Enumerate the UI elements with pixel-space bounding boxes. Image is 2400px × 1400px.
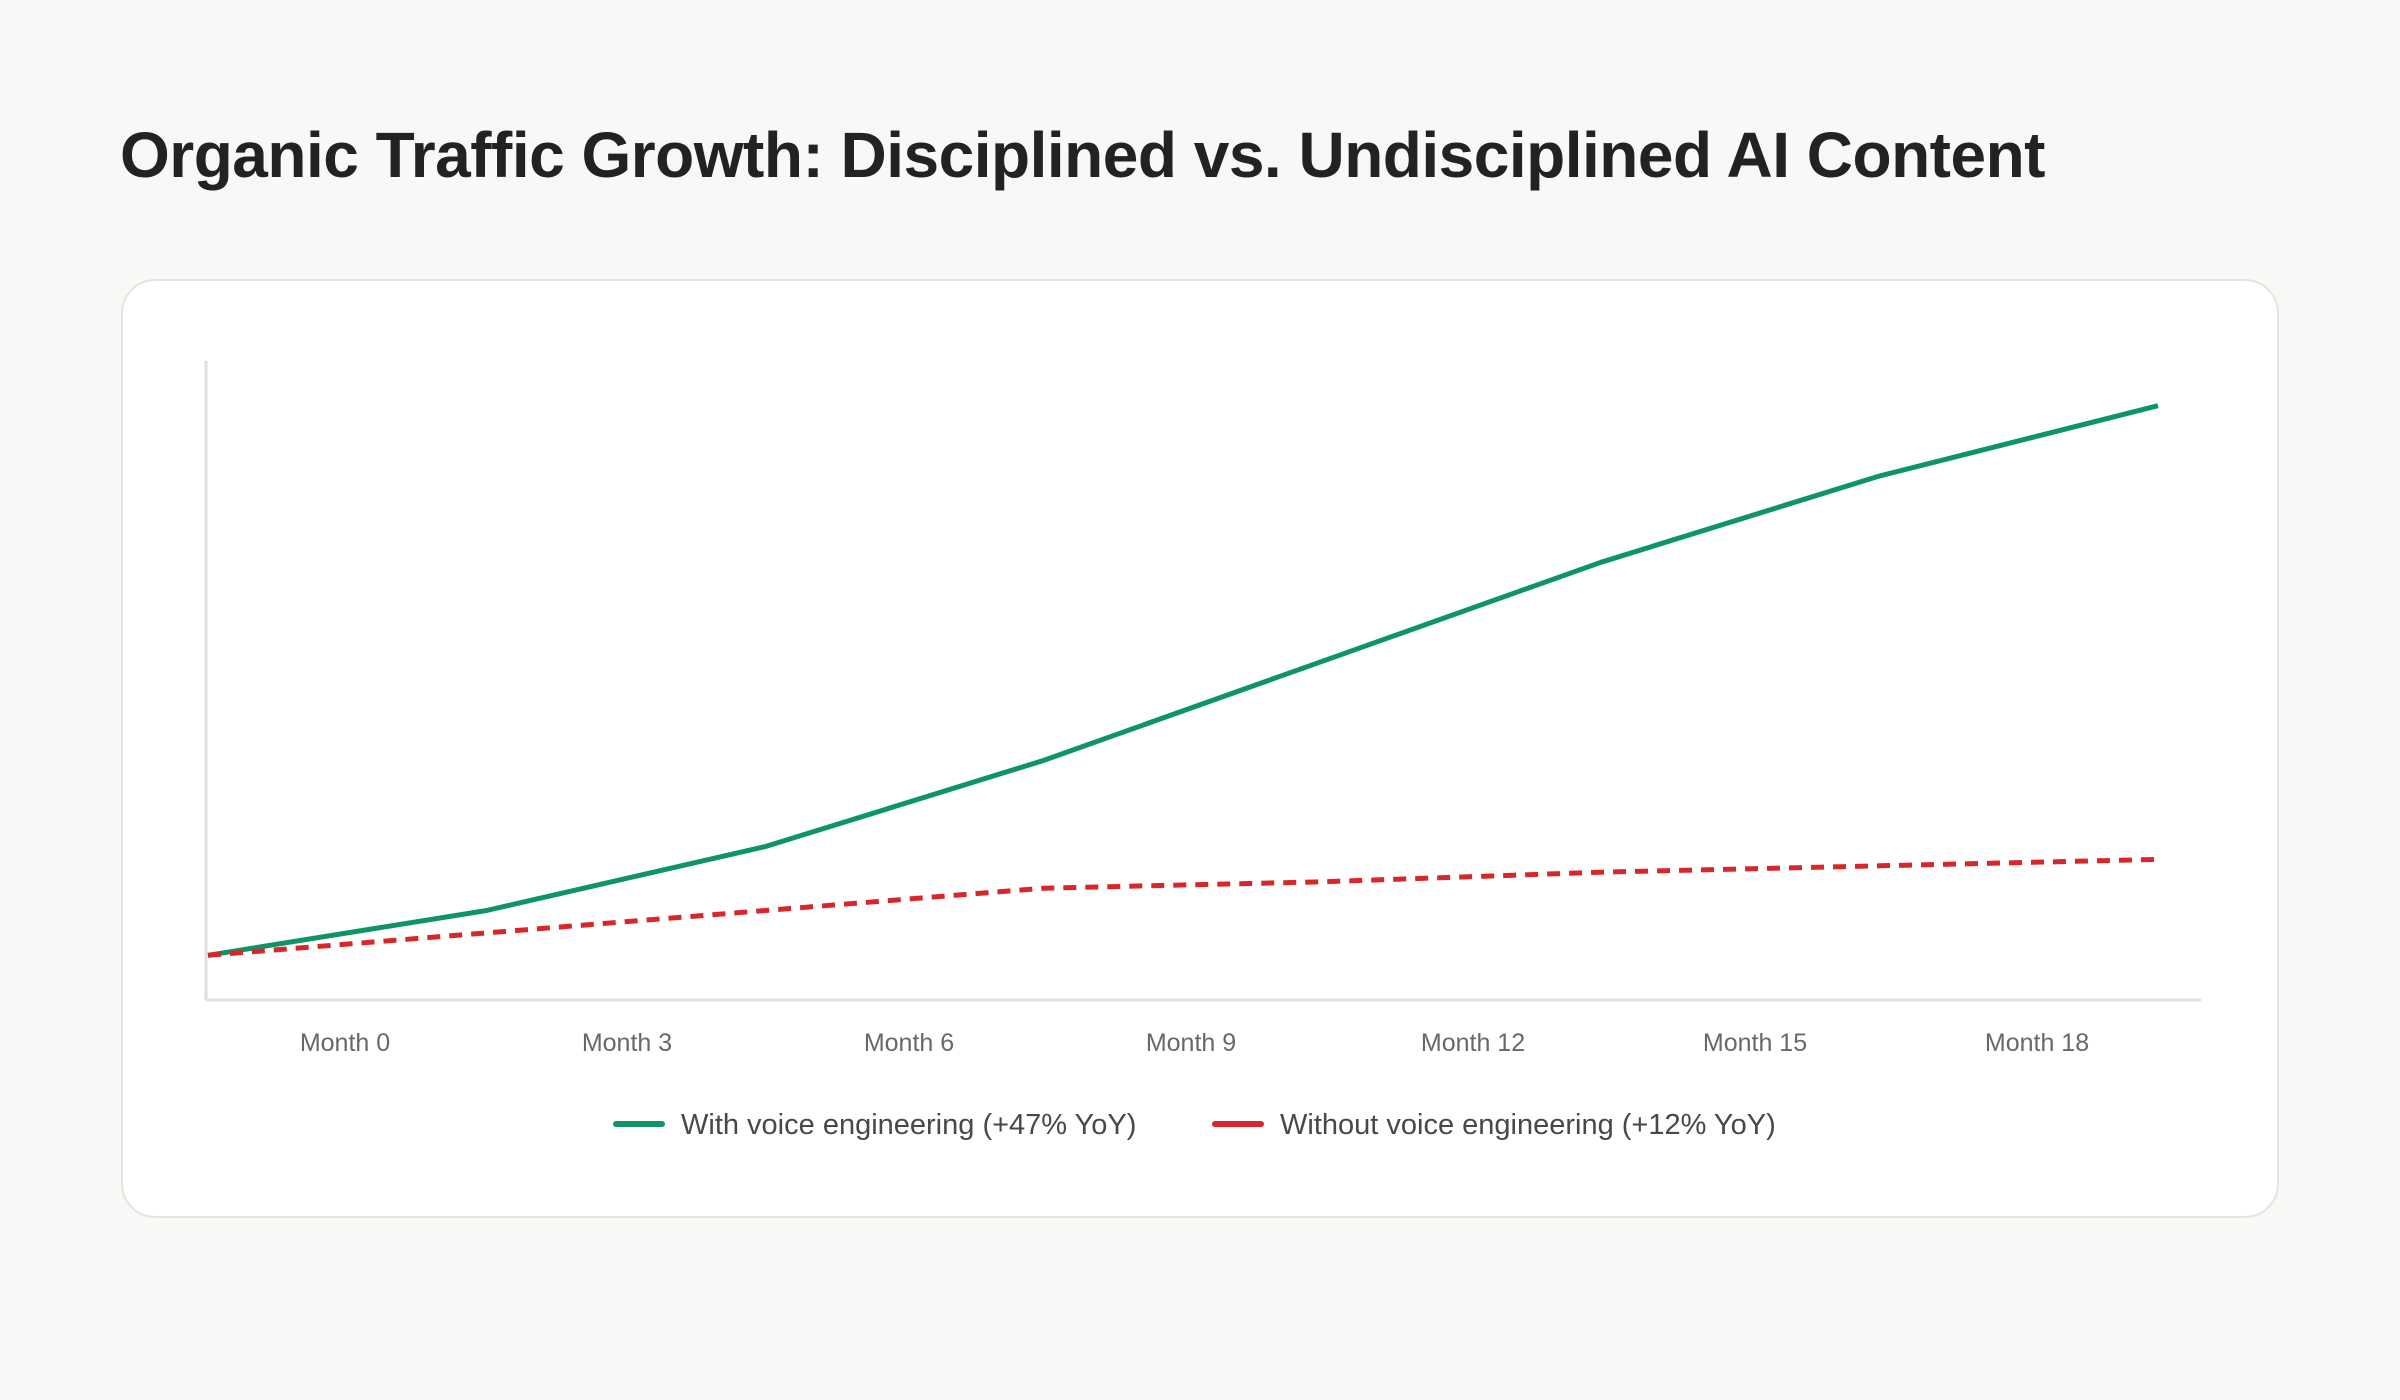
x-tick-label: Month 12 [1421,1029,1525,1057]
x-tick-label: Month 6 [864,1029,954,1057]
x-tick-label: Month 9 [1146,1029,1236,1057]
legend-item-1: With voice engineering (+47% YoY) [613,1109,1136,1141]
x-tick-labels: Month 0 Month 3 Month 6 Month 9 Month 12 Mont… [300,1029,2089,1057]
x-tick-label: Month 15 [1703,1029,1807,1057]
legend-label: With voice engineering (+47% YoY) [681,1109,1136,1141]
series-lines [207,403,2159,958]
series-line-2 [207,856,2159,958]
legend: With voice engineering (+47% YoY) Without… [613,1109,1776,1141]
series-line-1 [207,403,2159,958]
chart-card: Month 0 Month 3 Month 6 Month 9 Month 12 Mont… [121,279,2279,1218]
x-tick-label: Month 18 [1985,1029,2089,1057]
page-title: Organic Traffic Growth: Disciplined vs. … [120,119,2045,191]
legend-item-2: Without voice engineering (+12% YoY) [1212,1109,1776,1141]
legend-label: Without voice engineering (+12% YoY) [1280,1109,1776,1141]
x-tick-label: Month 3 [582,1029,672,1057]
line-chart: Month 0 Month 3 Month 6 Month 9 Month 12 Mont… [204,361,2201,1141]
x-tick-label: Month 0 [300,1029,390,1057]
